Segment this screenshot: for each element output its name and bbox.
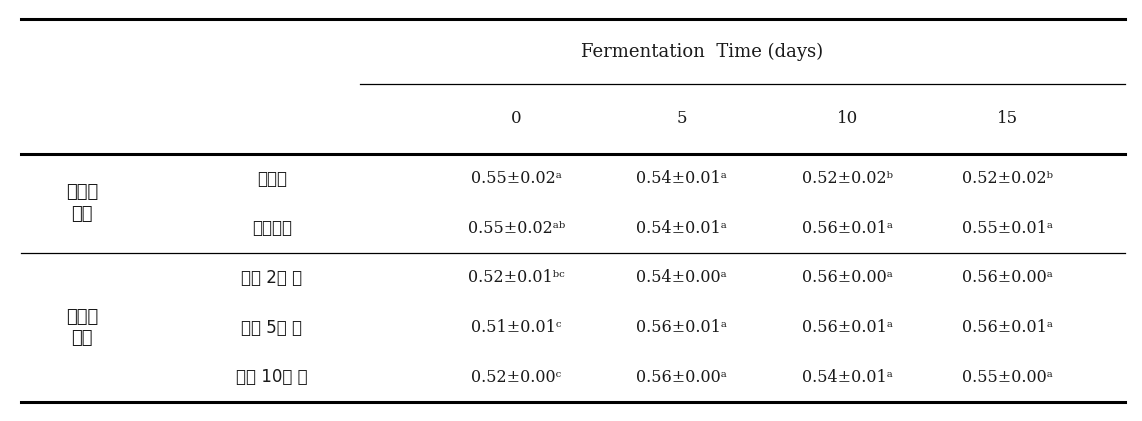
Text: 0.55±0.02ᵃ: 0.55±0.02ᵃ [471, 170, 562, 187]
Text: 0.55±0.00ᵃ: 0.55±0.00ᵃ [962, 369, 1053, 386]
Text: 0.56±0.01ᵃ: 0.56±0.01ᵃ [962, 319, 1053, 336]
Text: 0.52±0.00ᶜ: 0.52±0.00ᶜ [472, 369, 561, 386]
Text: 0.55±0.02ᵃᵇ: 0.55±0.02ᵃᵇ [467, 220, 565, 237]
Text: 0.56±0.00ᵃ: 0.56±0.00ᵃ [962, 269, 1053, 286]
Text: 발효 5일 후: 발효 5일 후 [241, 319, 303, 336]
Text: 0.56±0.01ᵃ: 0.56±0.01ᵃ [802, 319, 893, 336]
Text: 0.52±0.02ᵇ: 0.52±0.02ᵇ [962, 170, 1053, 187]
Text: 0.51±0.01ᶜ: 0.51±0.01ᶜ [471, 319, 562, 336]
Text: 압착: 압착 [72, 205, 93, 223]
Text: 0.54±0.01ᵃ: 0.54±0.01ᵃ [802, 369, 893, 386]
Text: 0.55±0.01ᵃ: 0.55±0.01ᵃ [962, 220, 1053, 237]
Text: 무처리: 무처리 [257, 170, 287, 187]
Text: 0.56±0.01ᵃ: 0.56±0.01ᵃ [636, 319, 727, 336]
Text: 0: 0 [510, 110, 522, 128]
Text: 5: 5 [676, 110, 687, 128]
Text: 0.54±0.01ᵃ: 0.54±0.01ᵃ [636, 220, 727, 237]
Text: 발효전: 발효전 [66, 184, 98, 201]
Text: 0.52±0.02ᵇ: 0.52±0.02ᵇ [802, 170, 893, 187]
Text: 발효중: 발효중 [66, 308, 98, 325]
Text: 0.52±0.01ᵇᶜ: 0.52±0.01ᵇᶜ [468, 269, 564, 286]
Text: 발효 2일 후: 발효 2일 후 [241, 269, 303, 287]
Text: 0.54±0.01ᵃ: 0.54±0.01ᵃ [636, 170, 727, 187]
Text: 0.54±0.00ᵃ: 0.54±0.00ᵃ [636, 269, 727, 286]
Text: 15: 15 [997, 110, 1018, 128]
Text: 효소처리: 효소처리 [251, 219, 292, 237]
Text: 0.56±0.01ᵃ: 0.56±0.01ᵃ [802, 220, 893, 237]
Text: 발효 10일 후: 발효 10일 후 [236, 368, 307, 386]
Text: 0.56±0.00ᵃ: 0.56±0.00ᵃ [802, 269, 893, 286]
Text: 압착: 압착 [72, 330, 93, 347]
Text: 0.56±0.00ᵃ: 0.56±0.00ᵃ [636, 369, 727, 386]
Text: 10: 10 [837, 110, 858, 128]
Text: Fermentation  Time (days): Fermentation Time (days) [581, 43, 823, 61]
